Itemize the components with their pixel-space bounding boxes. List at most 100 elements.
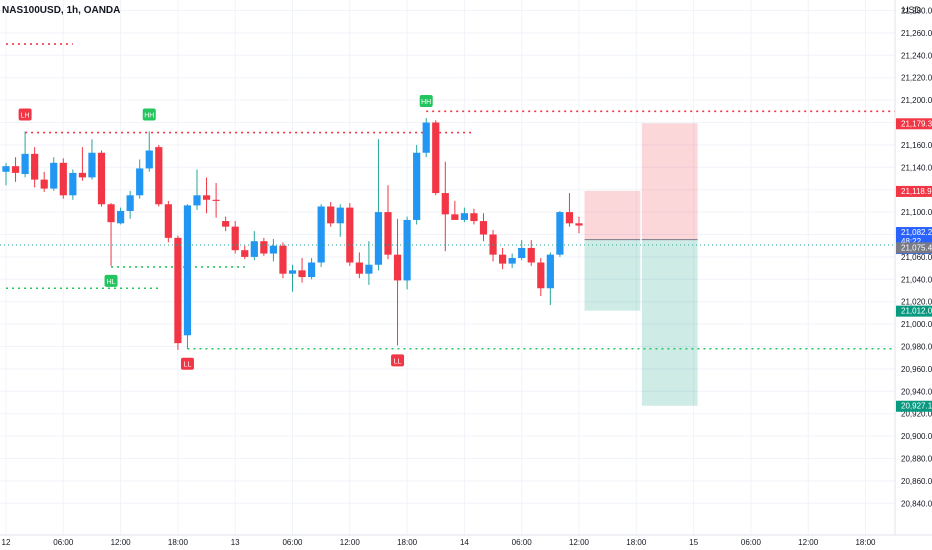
price-tick-label: 20,920.0 — [901, 410, 932, 419]
symbol-title: NAS100USD, 1h, OANDA — [2, 5, 120, 16]
candle-body — [269, 245, 277, 254]
price-badge-text: 21,075.4 — [901, 243, 932, 252]
price-tick-label: 21,240.0 — [901, 51, 932, 60]
price-tick-label: 20,900.0 — [901, 432, 932, 441]
time-tick-label: 06:00 — [282, 538, 303, 547]
time-tick-label: 18:00 — [626, 538, 647, 547]
candle-body — [403, 219, 411, 281]
candle-body — [546, 254, 554, 289]
swing-labels: LH HH HL LL LL HH — [18, 95, 433, 370]
position-stop-zone[interactable] — [584, 190, 641, 240]
swing-label-text: HL — [107, 279, 116, 286]
swing-label-text: LL — [394, 358, 402, 365]
time-tick-label: 18:00 — [168, 538, 189, 547]
candle-body — [69, 172, 77, 196]
candle-body — [298, 270, 306, 278]
price-tick-label: 20,940.0 — [901, 387, 932, 396]
swing-label-box — [142, 108, 156, 121]
position-target-zone[interactable] — [641, 239, 698, 406]
price-axis-bg — [895, 0, 932, 535]
price-tick-label: 21,280.0 — [901, 7, 932, 16]
price-tick-label: 20,840.0 — [901, 499, 932, 508]
candle-body — [40, 179, 48, 189]
candle-body — [21, 153, 29, 175]
candle-body — [279, 245, 287, 274]
price-tick-label: 21,160.0 — [901, 141, 932, 150]
price-badge — [896, 242, 932, 254]
candle-body — [508, 258, 516, 264]
time-tick-label: 12:00 — [340, 538, 361, 547]
time-tick-label: 18:00 — [397, 538, 418, 547]
time-tick-label: 12 — [2, 538, 11, 547]
candle-body — [260, 241, 268, 254]
candle-body — [11, 166, 20, 173]
time-tick-label: 12:00 — [798, 538, 819, 547]
candle-body — [565, 212, 574, 224]
candle-body — [117, 210, 125, 224]
price-tick-label: 21,260.0 — [901, 29, 932, 38]
price-badge — [896, 400, 932, 412]
candle-body — [537, 262, 545, 289]
candle-body — [575, 223, 583, 226]
candle-body — [479, 221, 488, 235]
candle-body — [126, 195, 134, 211]
price-badge-text: 21,179.3 — [901, 119, 932, 128]
price-tick-label: 20,960.0 — [901, 365, 932, 374]
price-badge-text: 21,012.0 — [901, 307, 932, 316]
candle-body — [212, 199, 220, 201]
position-stop-zone[interactable] — [641, 123, 698, 240]
candle-body — [355, 262, 363, 274]
candle-body — [308, 262, 316, 278]
swing-label-box — [419, 95, 433, 108]
candle-body — [432, 122, 440, 194]
candle-body — [499, 254, 507, 264]
candle-body — [288, 270, 297, 274]
candle-body — [50, 162, 58, 189]
candle-body — [31, 153, 39, 180]
candle-body — [250, 241, 258, 257]
time-tick-label: 06:00 — [512, 538, 533, 547]
price-tick-label: 20,860.0 — [901, 477, 932, 486]
candles-layer — [2, 118, 583, 350]
candle-body — [413, 152, 421, 220]
swing-label-box — [18, 108, 32, 121]
time-tick-label: 18:00 — [855, 538, 876, 547]
candle-body — [518, 247, 526, 259]
price-badge-text: 20,927.1 — [901, 402, 932, 411]
price-tick-label: 20,880.0 — [901, 455, 932, 464]
candle-body — [317, 206, 325, 263]
time-tick-label: 12:00 — [569, 538, 590, 547]
price-axis[interactable]: USD 21,280.0 21,260.0 21,240.0 21,220.0 21,2… — [894, 0, 932, 535]
countdown-text: 48:22 — [901, 237, 922, 246]
swing-label-text: HH — [144, 112, 154, 119]
price-tick-label: 21,040.0 — [901, 275, 932, 284]
candle-body — [164, 204, 172, 238]
candle-body — [489, 234, 497, 255]
candle-body — [183, 205, 192, 336]
candle-body — [527, 247, 535, 263]
swing-label-text: LH — [21, 112, 30, 119]
candle-body — [451, 214, 459, 220]
swing-label-text: LL — [184, 362, 192, 369]
candle-body — [174, 237, 182, 344]
candle-body — [145, 150, 153, 169]
candle-body — [155, 147, 163, 205]
price-tick-label: 21,220.0 — [901, 74, 932, 83]
time-axis[interactable]: 12 06:00 12:00 18:00 13 06:00 12:00 18:00 14 06:0… — [0, 534, 932, 547]
time-tick-label: 14 — [460, 538, 469, 547]
candle-body — [88, 152, 96, 178]
candle-body — [384, 212, 392, 255]
time-tick-label: 06:00 — [53, 538, 74, 547]
price-tick-label: 21,140.0 — [901, 163, 932, 172]
swing-label-box — [180, 357, 194, 370]
price-badge — [896, 185, 932, 197]
current-price-text: 21,082.2 — [901, 228, 932, 237]
price-badge — [896, 118, 932, 130]
position-target-zone[interactable] — [584, 239, 641, 311]
time-tick-label: 12:00 — [111, 538, 132, 547]
position-tools[interactable] — [584, 123, 698, 406]
candle-body — [336, 207, 344, 224]
time-tick-label: 15 — [689, 538, 698, 547]
